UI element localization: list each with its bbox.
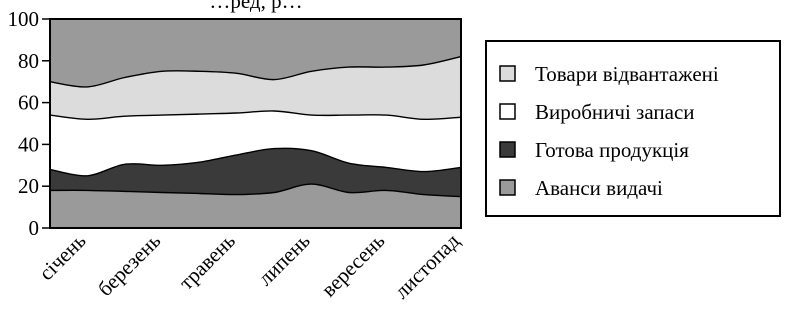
legend-label-аванси-видачі: Аванси видачі [535,176,663,200]
plot-frame [49,18,462,229]
x-tick-label: травень [174,229,240,295]
legend-swatch-готова-продукція [499,141,516,158]
x-tick-label: листопад [389,228,464,303]
y-tick-label: 100 [8,7,40,31]
x-tick-label: березень [93,229,165,301]
x-tick-label: січень [34,229,90,285]
area-аванси-видачі [49,183,462,229]
legend-label-виробничі-запаси: Виробничі запаси [535,100,695,124]
x-axis: січень березень травень липень вересень листо… [34,228,464,303]
y-axis: 0 20 40 60 80 100 [8,7,50,240]
y-tick-label: 40 [18,132,39,156]
chart-title: …ред, р… [209,0,302,13]
x-tick-label: вересень [316,229,389,302]
y-tick-label: 80 [18,49,39,73]
x-tick-label: липень [253,229,315,291]
legend-swatch-виробничі-запаси [499,103,516,120]
legend-label-товари-відвантажені: Товари відвантажені [535,62,719,86]
legend-label-готова-продукція: Готова продукція [535,138,689,162]
y-tick-label: 60 [18,91,39,115]
legend-swatch-товари-відвантажені [499,65,516,82]
legend: Товари відвантажені Виробничі запаси Готов… [485,40,781,217]
legend-swatch-аванси-видачі [499,179,516,196]
legend-box [485,40,781,217]
y-tick-label: 20 [18,174,39,198]
y-tick-label: 0 [29,216,40,240]
plot-area [49,18,462,229]
area-series-group [49,19,462,229]
